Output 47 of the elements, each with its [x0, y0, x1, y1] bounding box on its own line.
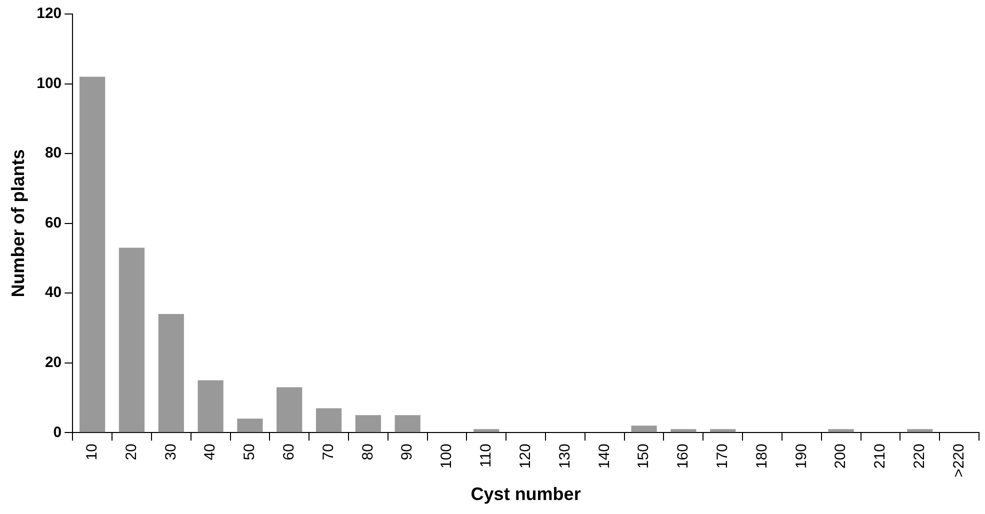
x-tick-label: >220	[950, 444, 968, 478]
bar	[907, 429, 933, 432]
x-tick-label: 150	[635, 444, 652, 469]
bar	[474, 429, 500, 432]
bar	[118, 248, 145, 432]
bar	[355, 415, 381, 432]
x-tick-label: 110	[478, 444, 495, 468]
x-tick-label: 60	[280, 444, 298, 460]
x-tick-label: 50	[241, 444, 258, 460]
bar	[198, 380, 224, 432]
x-tick-label: 90	[398, 444, 416, 460]
x-tick-label: 30	[162, 444, 180, 460]
y-tick-label: 20	[44, 354, 62, 371]
x-tick-label: 10	[83, 444, 100, 460]
x-tick-label: 40	[202, 444, 219, 460]
x-tick-label: 210	[872, 444, 889, 469]
y-tick-label: 80	[44, 144, 62, 162]
x-tick-label: 70	[320, 444, 337, 460]
bar	[828, 429, 854, 432]
bar	[710, 429, 736, 432]
x-axis-title: Cyst number	[470, 484, 581, 504]
x-tick-label: 140	[596, 444, 613, 469]
x-tick-label: 170	[714, 444, 731, 469]
x-tick-label: 130	[556, 444, 574, 469]
bar	[158, 314, 184, 432]
x-tick-label: 200	[832, 444, 850, 469]
y-tick-label: 60	[44, 214, 62, 232]
x-tick-label: 120	[516, 444, 534, 469]
bar	[316, 408, 342, 432]
y-tick-label: 40	[44, 284, 62, 302]
x-tick-label: 80	[359, 444, 376, 460]
bar	[237, 418, 263, 432]
y-tick-label: 100	[36, 74, 62, 92]
y-tick-label: 0	[53, 424, 62, 441]
x-tick-label: 20	[122, 444, 140, 460]
bar	[80, 76, 106, 432]
x-tick-label: 180	[753, 444, 770, 469]
bar	[276, 387, 302, 432]
y-tick-label: 120	[36, 5, 62, 22]
x-tick-label: 100	[438, 444, 456, 469]
bar	[670, 429, 696, 432]
x-tick-label: 190	[792, 444, 810, 469]
y-axis-title: Number of plants	[8, 149, 28, 298]
x-tick-label: 160	[674, 444, 692, 469]
bar	[631, 426, 657, 432]
bar	[394, 415, 420, 432]
x-tick-label: 220	[911, 444, 928, 469]
